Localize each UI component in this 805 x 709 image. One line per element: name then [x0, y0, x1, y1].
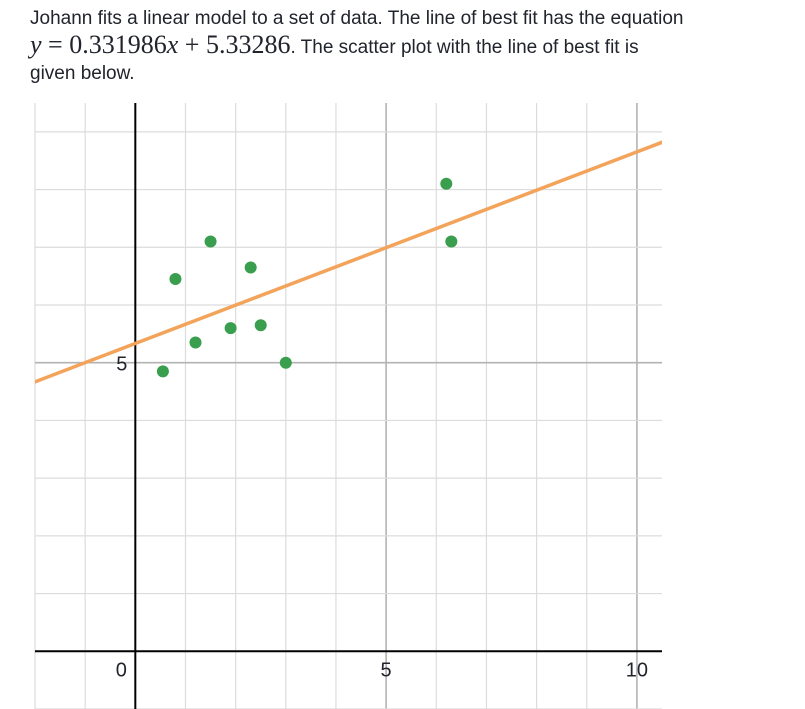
data-point — [279, 356, 292, 369]
data-point — [169, 273, 182, 286]
data-point — [254, 319, 267, 332]
grid-lines — [34, 103, 662, 709]
x-tick-label: 10 — [626, 659, 648, 681]
equation-y: y — [30, 30, 42, 59]
data-point — [440, 177, 453, 190]
data-point — [244, 261, 257, 274]
data-points — [156, 177, 458, 378]
question-line-2-tail: . The scatter plot with the line of best… — [290, 37, 639, 58]
question-line-3: given below. — [30, 63, 135, 84]
equation-x: x — [166, 30, 179, 59]
equation-slope: 0.331986 — [69, 30, 167, 59]
equation: y = 0.331986x + 5.33286 — [30, 30, 290, 59]
axes — [35, 103, 662, 709]
question-line-1: Johann fits a linear model to a set of d… — [30, 8, 684, 29]
x-tick-label: 0 — [116, 659, 127, 681]
y-tick-label: 5 — [116, 354, 127, 376]
line-of-best-fit — [35, 140, 662, 384]
data-point — [189, 336, 202, 349]
question-line-2: y = 0.331986x + 5.33286. The scatter plo… — [30, 32, 790, 61]
equation-intercept: 5.33286 — [205, 30, 291, 59]
equation-equals: = — [41, 30, 70, 59]
data-point — [445, 235, 458, 248]
data-point — [224, 322, 237, 335]
data-point — [156, 365, 169, 378]
data-point — [204, 235, 217, 248]
fit-line-layer — [35, 140, 662, 384]
equation-plus: + — [178, 30, 206, 59]
x-tick-label: 5 — [381, 659, 392, 681]
tick-labels: 0 5 10 5 — [116, 354, 648, 682]
question-text: Johann fits a linear model to a set of d… — [30, 6, 790, 87]
